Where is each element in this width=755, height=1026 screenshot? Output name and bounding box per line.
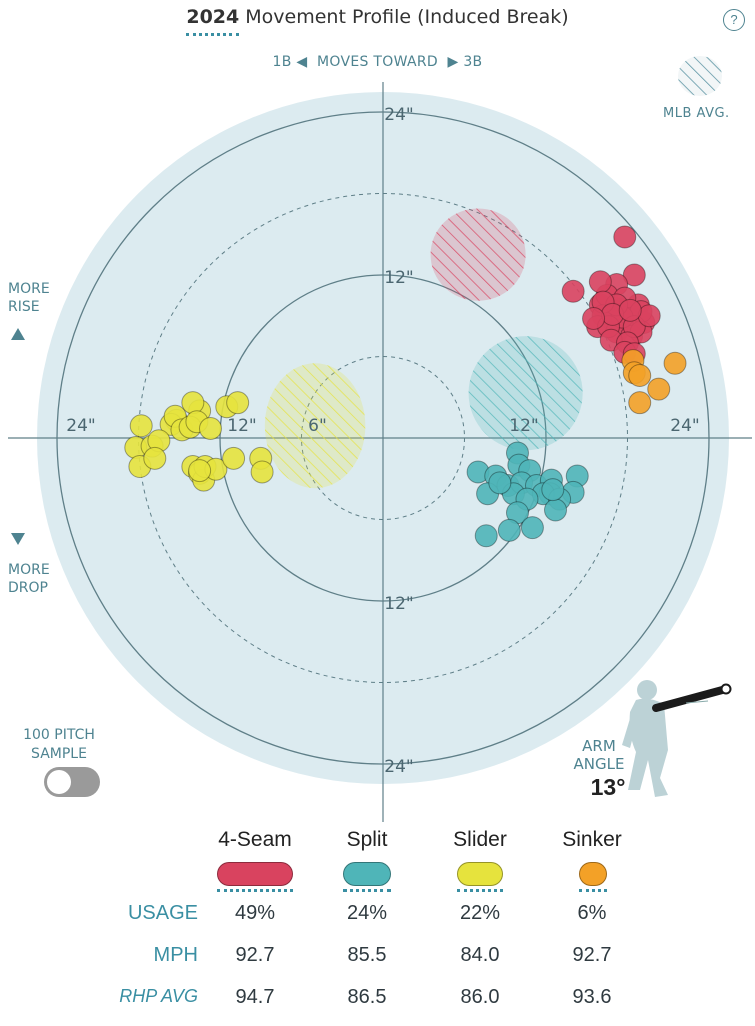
usage-4seam: 49% [234, 902, 276, 924]
direction-3b: 3B [463, 54, 483, 70]
pitch-point-4seam-30 [582, 306, 606, 330]
pitch-slider-underline [457, 889, 503, 892]
usage-split: 24% [346, 902, 388, 924]
right-arrow-icon: ▶ [447, 54, 459, 70]
pitch-sample-toggle[interactable] [44, 767, 100, 797]
usage-sinker: 6% [577, 902, 607, 924]
mlb-avg-hatch-slider [264, 363, 366, 489]
pitch-point-4seam-1 [622, 263, 646, 287]
rhp-avg-label: RHP AVG [119, 986, 198, 1006]
ring-label-top-24: 24" [384, 105, 413, 125]
pitch-point-slider-15 [143, 446, 167, 470]
toggle-knob[interactable] [47, 770, 71, 794]
mph-sinker: 92.7 [572, 944, 612, 966]
rhp-avg-split: 86.5 [347, 986, 387, 1008]
ring-label-bottom-12: 12" [384, 594, 413, 614]
left-arrow-icon: ◀ [296, 54, 308, 70]
ring-label-top-12: 12" [384, 268, 413, 288]
usage-label: USAGE [127, 902, 198, 924]
ring-label-left-12: 12" [227, 416, 256, 436]
more-drop-arrow-icon [11, 533, 25, 545]
pitch-sinker-underline [579, 889, 607, 892]
pitch-point-slider-25 [188, 459, 212, 483]
pitch-split-underline [343, 889, 391, 892]
pitch-4seam-underline [217, 889, 293, 892]
mlb-avg-label[interactable]: MLB AVG. [663, 106, 730, 121]
ring-label-bottom-24: 24" [384, 757, 413, 777]
mlb-avg-legend-icon [678, 56, 722, 96]
pitch-point-sinker-3 [628, 364, 652, 388]
pitch-name-split: Split [346, 828, 388, 851]
mph-slider: 84.0 [460, 944, 500, 966]
arm-angle-value: 13° [590, 774, 626, 800]
mph-4seam: 92.7 [235, 944, 275, 966]
title-text: Movement Profile (Induced Break) [245, 6, 569, 28]
pitch-name-slider: Slider [453, 828, 507, 851]
pitch-point-slider-16 [198, 416, 222, 440]
direction-label: 1B ◀ MOVES TOWARD ▶ 3B [0, 54, 755, 70]
pitch-point-4seam-0 [613, 225, 637, 249]
pitch-point-4seam-8 [588, 270, 612, 294]
pitch-point-slider-22 [222, 446, 246, 470]
chart-title: 2024 Movement Profile (Induced Break) [0, 6, 755, 36]
pitcher-arm-angle-icon [622, 680, 732, 797]
pitch-point-sinker-1 [663, 351, 687, 375]
direction-moves-toward: MOVES TOWARD [317, 54, 438, 70]
usage-row: USAGE 49% 24% 22% 6% [0, 902, 755, 942]
pitch-point-slider-6 [226, 391, 250, 415]
mph-row: MPH 92.7 85.5 84.0 92.7 [0, 944, 755, 984]
more-drop-label: MORE DROP [8, 562, 50, 596]
more-rise-arrow-icon [11, 328, 25, 340]
pitch-point-4seam-31 [618, 298, 642, 322]
rhp-avg-4seam: 94.7 [235, 986, 275, 1008]
ring-label-right-12: 12" [509, 416, 538, 436]
pitch-point-sinker-4 [647, 377, 671, 401]
pitch-toggle-slider[interactable] [457, 862, 503, 886]
help-icon[interactable]: ? [723, 9, 745, 31]
usage-slider: 22% [459, 902, 501, 924]
pitch-point-slider-7 [129, 414, 153, 438]
title-year[interactable]: 2024 [186, 6, 240, 36]
pitch-toggle-4seam[interactable] [217, 862, 293, 886]
arm-angle-label: ARM ANGLE [573, 737, 625, 773]
pitch-point-4seam-23 [637, 304, 661, 328]
rhp-avg-sinker: 93.6 [572, 986, 612, 1008]
direction-1b: 1B [272, 54, 292, 70]
pitch-point-split-23 [541, 478, 565, 502]
pitch-point-split-21 [497, 518, 521, 542]
pitch-point-4seam-2 [561, 279, 585, 303]
pitch-name-4seam: 4-Seam [218, 828, 292, 851]
pitch-point-split-22 [474, 524, 498, 548]
mph-split: 85.5 [347, 944, 387, 966]
ring-label-left-6: 6" [308, 416, 327, 436]
mph-label: MPH [153, 944, 198, 966]
pitch-point-sinker-5 [628, 391, 652, 415]
pitch-point-split-20 [520, 516, 544, 540]
rhp-avg-row: RHP AVG 94.7 86.5 86.0 93.6 [0, 986, 755, 1026]
pitch-point-split-17 [488, 471, 512, 495]
pitch-sample-label: 100 PITCH SAMPLE [23, 727, 95, 762]
pitch-name-sinker: Sinker [562, 828, 622, 851]
pitch-point-slider-4 [181, 391, 205, 415]
more-rise-label: MORE RISE [8, 281, 50, 315]
mlb-avg-hatch-split [468, 336, 583, 451]
pitch-toggle-split[interactable] [343, 862, 391, 886]
pitch-point-slider-24 [250, 460, 274, 484]
mlb-avg-hatch-4-seam [430, 208, 526, 301]
ring-label-right-24: 24" [670, 416, 699, 436]
pitch-toggle-sinker[interactable] [579, 862, 607, 886]
rhp-avg-slider: 86.0 [460, 986, 500, 1008]
pitch-point-split-19 [544, 498, 568, 522]
ring-label-left-24: 24" [66, 416, 95, 436]
